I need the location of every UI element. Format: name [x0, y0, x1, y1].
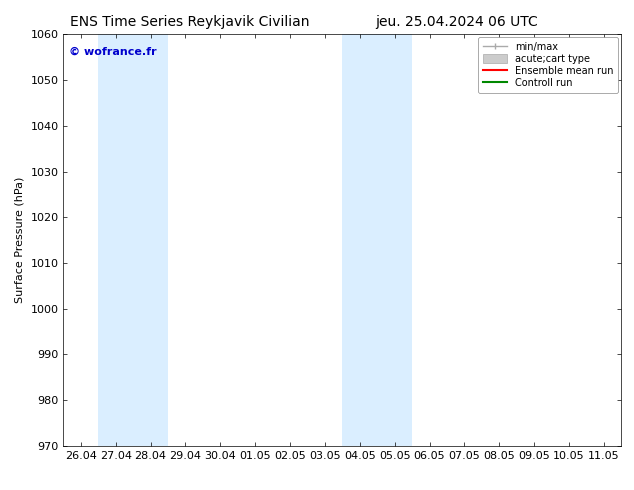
Text: jeu. 25.04.2024 06 UTC: jeu. 25.04.2024 06 UTC	[375, 15, 538, 29]
Legend: min/max, acute;cart type, Ensemble mean run, Controll run: min/max, acute;cart type, Ensemble mean …	[478, 37, 618, 93]
Text: © wofrance.fr: © wofrance.fr	[69, 47, 157, 57]
Y-axis label: Surface Pressure (hPa): Surface Pressure (hPa)	[15, 177, 25, 303]
Bar	[342, 34, 412, 446]
Bar	[98, 34, 168, 446]
Text: ENS Time Series Reykjavik Civilian: ENS Time Series Reykjavik Civilian	[70, 15, 310, 29]
